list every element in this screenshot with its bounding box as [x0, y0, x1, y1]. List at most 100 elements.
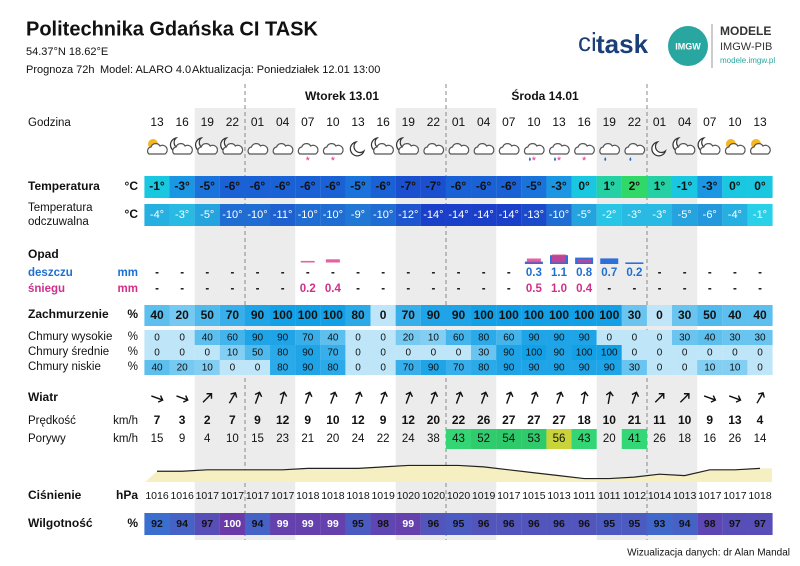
cloud-cell	[672, 345, 698, 360]
speed-label: 7	[229, 413, 236, 427]
cloud-label: 80	[277, 363, 289, 374]
cloud-cell	[646, 345, 673, 360]
temp-label: -6°	[375, 179, 391, 193]
cloud-cell	[295, 360, 321, 375]
humidity-cell	[697, 513, 723, 535]
cloud-cell	[697, 330, 723, 345]
cloud-label: 0	[355, 363, 361, 374]
humidity-cell	[270, 513, 296, 535]
humidity-label: 96	[503, 518, 515, 530]
icon-cloud	[523, 143, 545, 155]
weather-icon	[448, 143, 470, 155]
gust-label: 52	[477, 433, 490, 445]
cloud-cell	[471, 330, 497, 345]
feels-cell	[521, 204, 547, 226]
cloud-label: 30	[478, 348, 490, 359]
humidity-label: 95	[603, 518, 615, 530]
rain-label: -	[507, 267, 511, 279]
speed-label: 7	[154, 413, 161, 427]
cloud-label: 90	[579, 363, 591, 374]
temp-cell	[546, 176, 572, 198]
feels-cell	[672, 204, 698, 226]
cloud-cell	[596, 345, 622, 360]
cloud-label: 100	[474, 308, 494, 322]
cloud-label: 50	[252, 348, 264, 359]
rain-label: 0.8	[576, 267, 593, 279]
hour-label: 16	[376, 115, 390, 129]
wind-arrow	[556, 391, 564, 404]
humidity-label: 97	[201, 518, 213, 530]
cloud-cell	[370, 345, 396, 360]
icon-cloud	[599, 143, 621, 155]
cloud-cell	[420, 305, 446, 326]
cloud-cell	[194, 330, 220, 345]
rain-label: -	[230, 267, 234, 279]
icon-moon	[349, 140, 366, 157]
cloud-cell	[244, 305, 271, 326]
cloud-cell	[471, 360, 497, 375]
feels-label: -5°	[200, 209, 214, 221]
cloud-cell	[697, 305, 723, 326]
cloud-label: 100	[323, 308, 343, 322]
cloud-cell	[596, 305, 622, 326]
speed-label: 10	[603, 413, 617, 427]
cloud-label: 90	[604, 363, 616, 374]
humidity-cell	[395, 513, 421, 535]
icon-cloud	[247, 143, 269, 155]
temp-cell	[320, 176, 346, 198]
temp-label: -6°	[275, 179, 291, 193]
cloud-label: 100	[576, 348, 593, 359]
icon-cloud	[398, 143, 420, 155]
feels-cell	[697, 204, 723, 226]
logo-ci: ci	[578, 27, 597, 57]
speed-label: 12	[351, 413, 365, 427]
humidity-label: 99	[277, 518, 289, 530]
temp-label: -3°	[174, 179, 190, 193]
cloud-label: 10	[704, 363, 716, 374]
cloud-cell	[244, 360, 271, 375]
temp-cell	[370, 176, 396, 198]
rain-label: -	[155, 267, 159, 279]
weather-icon	[724, 139, 746, 155]
icon-snow: *	[557, 155, 562, 167]
weather-icon	[169, 136, 193, 155]
temp-cell	[395, 176, 421, 198]
temp-label: -1°	[149, 179, 165, 193]
wind-arrow	[380, 391, 388, 404]
temp-cell	[445, 176, 472, 198]
snow-label: -	[381, 283, 385, 295]
hour-label: 19	[402, 115, 416, 129]
temp-cell	[571, 176, 597, 198]
rain-label: 0.7	[601, 267, 617, 279]
cloud-cell	[169, 345, 195, 360]
gust-label: 38	[427, 433, 440, 445]
temp-label: 1°	[604, 179, 616, 193]
snow-label: -	[281, 283, 285, 295]
wind-arrow	[480, 391, 489, 404]
cloud-cell	[496, 345, 522, 360]
pressure-label: 1019	[371, 490, 395, 502]
humidity-label: 96	[428, 518, 440, 530]
cloud-cell	[395, 360, 421, 375]
icon-snow: *	[331, 155, 336, 167]
humidity-cell	[546, 513, 572, 535]
cloud-cell	[747, 330, 773, 345]
hour-label: 16	[577, 115, 591, 129]
feels-label: -5°	[678, 209, 692, 221]
cloud-label: 90	[277, 333, 289, 344]
cloud-label: 90	[302, 363, 314, 374]
icon-cloud	[423, 143, 445, 155]
cloud-cell	[219, 305, 245, 326]
row-label: Temperatura	[28, 179, 100, 193]
feels-label: -10°	[323, 209, 343, 221]
icon-cloud	[549, 143, 570, 155]
pressure-label: 1017	[698, 490, 722, 502]
cloud-label: 0	[682, 348, 688, 359]
feels-cell	[546, 204, 572, 226]
cloud-cell	[747, 305, 773, 326]
rain-label: -	[180, 267, 184, 279]
cloud-cell	[295, 330, 321, 345]
gust-label: 54	[502, 433, 515, 445]
cloud-label: 30	[754, 333, 766, 344]
humidity-cell	[621, 513, 647, 535]
